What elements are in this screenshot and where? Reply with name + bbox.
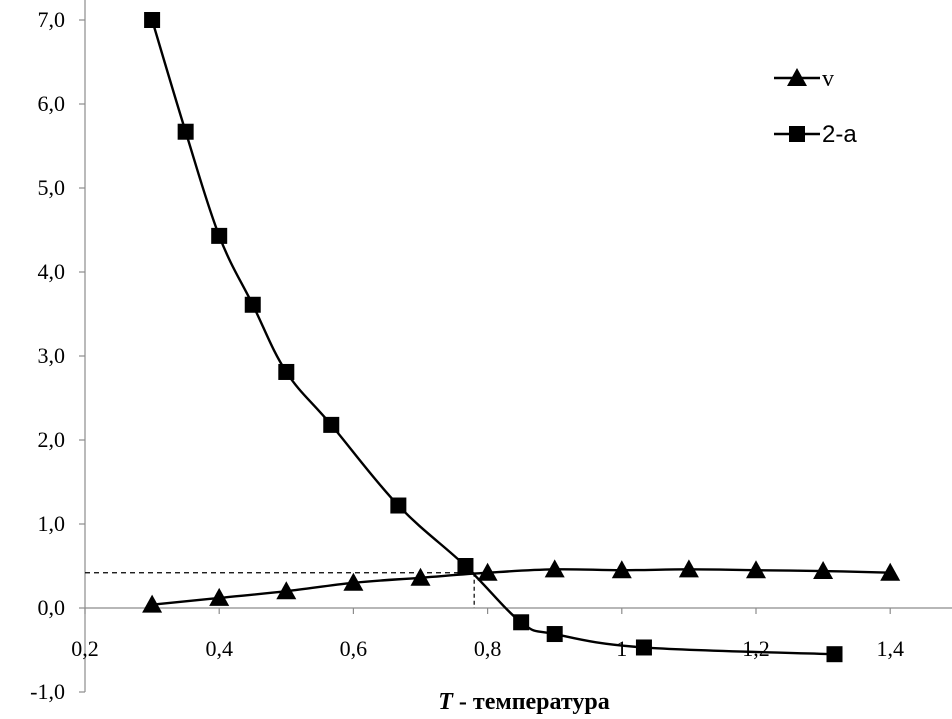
x-axis-label: T - температура	[438, 689, 609, 715]
x-tick-label: 0,2	[71, 636, 99, 661]
x-tick-label: 0,6	[340, 636, 368, 661]
series-v	[142, 559, 901, 613]
square-marker	[546, 626, 563, 643]
triangle-marker	[410, 567, 431, 586]
legend-marker-square	[789, 126, 805, 142]
legend-item: 2-a	[774, 121, 857, 148]
square-marker	[278, 363, 295, 380]
series-line	[151, 568, 891, 606]
axes: -1,0 0,0 1,0 2,0 3,0 4,0 5,0 6,0 7,0 0,2 0,4 0,6 0,8…	[30, 0, 952, 704]
x-tick-label: 1,4	[876, 636, 904, 661]
triangle-marker	[209, 587, 230, 606]
square-marker	[826, 646, 843, 663]
series-two-a	[144, 12, 843, 663]
x-tick-label: 1,2	[742, 636, 770, 661]
y-tick-label: 3,0	[38, 343, 66, 368]
series-layer	[142, 12, 901, 663]
legend: v 2-a	[774, 66, 857, 148]
square-marker	[390, 497, 407, 514]
square-marker	[323, 416, 340, 433]
triangle-marker	[611, 560, 632, 579]
square-marker	[513, 614, 530, 631]
square-marker	[211, 227, 228, 244]
series-line	[150, 19, 835, 656]
triangle-marker	[746, 560, 766, 579]
y-tick-label: 2,0	[38, 427, 66, 452]
triangle-marker	[813, 561, 834, 580]
square-marker	[144, 12, 161, 28]
triangle-marker	[276, 581, 297, 600]
x-tick-label: 0,4	[205, 636, 233, 661]
legend-label: 2-a	[822, 121, 857, 148]
triangle-marker	[678, 559, 699, 578]
triangle-marker	[142, 594, 163, 613]
legend-label: v	[822, 66, 834, 92]
x-axis-label-italic: T	[438, 689, 454, 715]
y-tick-label: 0,0	[38, 595, 66, 620]
square-marker	[177, 123, 194, 140]
y-tick-label: 5,0	[38, 175, 66, 200]
legend-item: v	[774, 66, 834, 92]
y-tick-label: 6,0	[38, 91, 66, 116]
x-axis-label-rest: - температура	[453, 689, 610, 715]
triangle-marker	[544, 559, 565, 578]
triangle-marker	[343, 572, 364, 591]
square-marker	[244, 296, 261, 313]
square-marker	[635, 639, 652, 656]
y-tick-label: -1,0	[30, 679, 65, 704]
triangle-marker	[880, 562, 901, 581]
square-marker	[457, 558, 474, 574]
triangle-marker	[477, 562, 498, 581]
legend-marker-triangle	[787, 68, 807, 86]
x-tick-label: 0,8	[474, 636, 502, 661]
y-tick-label: 1,0	[38, 511, 66, 536]
y-tick-label: 7,0	[38, 7, 66, 32]
x-tick-label: 1	[616, 636, 627, 661]
reference-lines	[85, 572, 475, 608]
y-tick-label: 4,0	[38, 259, 66, 284]
